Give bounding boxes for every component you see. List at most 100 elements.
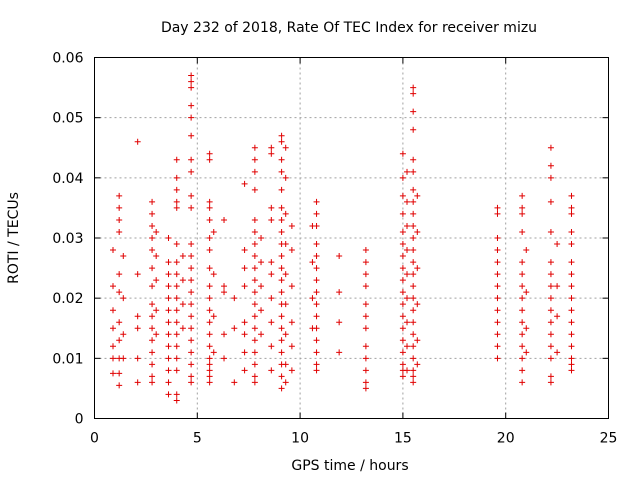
- data-point: [494, 271, 501, 278]
- data-point: [268, 259, 275, 266]
- x-tick-label: 20: [497, 431, 515, 447]
- data-point: [149, 265, 156, 272]
- y-tick-label: 0.04: [52, 171, 83, 187]
- data-point: [278, 228, 285, 235]
- data-point: [258, 259, 265, 266]
- data-point: [523, 325, 530, 332]
- data-point: [410, 210, 417, 217]
- data-point: [251, 228, 258, 235]
- data-point: [120, 331, 127, 338]
- data-point: [165, 331, 172, 338]
- data-point: [399, 192, 406, 199]
- data-point: [268, 204, 275, 211]
- data-point: [523, 289, 530, 296]
- data-point: [282, 379, 289, 386]
- data-point: [173, 355, 180, 362]
- data-point: [110, 247, 117, 254]
- data-point: [173, 295, 180, 302]
- data-point: [251, 349, 258, 356]
- data-point: [404, 168, 411, 175]
- data-point: [282, 144, 289, 151]
- data-point: [188, 325, 195, 332]
- data-point: [494, 331, 501, 338]
- data-point: [288, 319, 295, 326]
- y-tick-label: 0.03: [52, 231, 83, 247]
- data-point: [410, 283, 417, 290]
- data-point: [404, 271, 411, 278]
- data-point: [120, 253, 127, 260]
- data-point: [362, 247, 369, 254]
- data-point: [268, 150, 275, 157]
- data-point: [336, 289, 343, 296]
- data-point: [188, 313, 195, 320]
- data-point: [410, 367, 417, 374]
- data-point: [278, 132, 285, 139]
- data-point: [173, 259, 180, 266]
- data-point: [568, 271, 575, 278]
- data-point: [278, 253, 285, 260]
- data-point: [134, 313, 141, 320]
- data-point: [410, 222, 417, 229]
- data-point: [173, 391, 180, 398]
- data-point: [165, 319, 172, 326]
- axis-ticks: 0 0.01 0.02 0.03 0.04 0.05 0.06 0 5 10 15 20 25: [52, 51, 617, 447]
- data-point: [110, 343, 117, 350]
- data-point: [568, 241, 575, 248]
- data-point: [116, 204, 123, 211]
- data-point: [188, 241, 195, 248]
- data-point: [399, 301, 406, 308]
- data-point: [149, 313, 156, 320]
- data-point: [278, 373, 285, 380]
- data-point: [494, 355, 501, 362]
- data-point: [149, 198, 156, 205]
- data-point: [251, 325, 258, 332]
- data-point: [313, 241, 320, 248]
- data-point: [210, 271, 217, 278]
- data-point: [165, 343, 172, 350]
- data-point: [149, 361, 156, 368]
- data-point: [120, 355, 127, 362]
- data-point: [188, 204, 195, 211]
- data-point: [547, 373, 554, 380]
- data-point: [241, 283, 248, 290]
- data-point: [568, 355, 575, 362]
- data-point: [523, 349, 530, 356]
- data-point: [231, 295, 238, 302]
- data-point: [231, 379, 238, 386]
- data-point: [519, 210, 526, 217]
- data-point: [173, 156, 180, 163]
- data-point: [173, 204, 180, 211]
- data-point: [554, 241, 561, 248]
- data-point: [519, 355, 526, 362]
- data-point: [134, 355, 141, 362]
- data-point: [282, 174, 289, 181]
- data-point: [165, 307, 172, 314]
- data-point: [399, 150, 406, 157]
- data-point: [153, 253, 160, 260]
- y-tick-label: 0.06: [52, 51, 83, 67]
- data-point: [206, 283, 213, 290]
- data-point: [282, 241, 289, 248]
- data-point: [554, 313, 561, 320]
- data-point: [188, 78, 195, 85]
- data-point: [547, 343, 554, 350]
- x-tick-label: 5: [193, 431, 202, 447]
- data-point: [278, 204, 285, 211]
- data-point: [410, 90, 417, 97]
- data-point: [268, 216, 275, 223]
- data-point: [494, 259, 501, 266]
- data-point: [362, 271, 369, 278]
- data-point: [149, 379, 156, 386]
- data-point: [206, 373, 213, 380]
- data-point: [362, 385, 369, 392]
- data-point: [399, 174, 406, 181]
- data-point: [188, 277, 195, 284]
- data-point: [268, 295, 275, 302]
- data-point: [134, 379, 141, 386]
- data-point: [568, 343, 575, 350]
- data-point: [547, 379, 554, 386]
- data-point: [410, 343, 417, 350]
- data-point: [241, 367, 248, 374]
- data-point: [258, 235, 265, 241]
